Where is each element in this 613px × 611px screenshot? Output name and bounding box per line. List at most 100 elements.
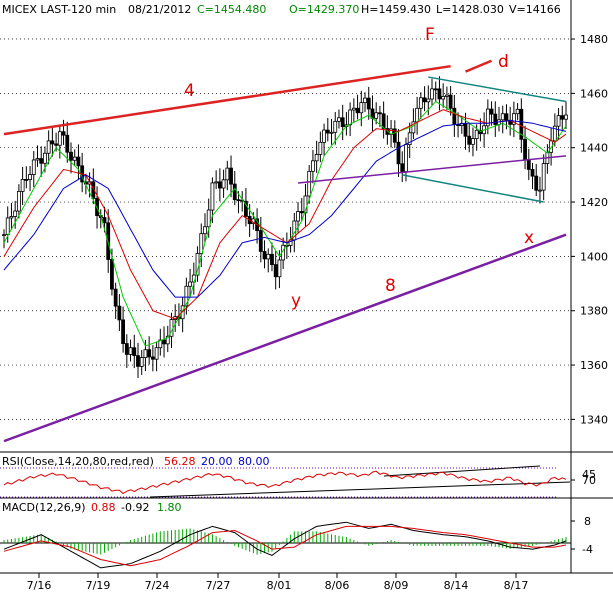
- x-tick-label: 8/06: [325, 579, 350, 592]
- x-tick-label: 7/19: [86, 579, 111, 592]
- price-bar: [206, 198, 211, 238]
- header-low: L=1428.030: [436, 3, 504, 16]
- price-bar: [337, 109, 341, 129]
- price-bar: [452, 94, 457, 137]
- price-bar: [61, 119, 66, 145]
- price-bar: [392, 120, 397, 148]
- price-bar: [467, 122, 472, 153]
- header-volume: V=14166: [509, 3, 561, 16]
- wave-x-label: x: [524, 228, 534, 248]
- price-bar: [351, 98, 356, 123]
- price-bar: [188, 268, 192, 298]
- price-bar: [91, 168, 96, 205]
- price-tick-label: 1360: [580, 359, 608, 372]
- price-bar: [500, 105, 505, 134]
- price-grid: [0, 38, 571, 420]
- price-bar: [117, 294, 122, 332]
- price-bar: [329, 118, 334, 145]
- macd-tick-8: 8: [584, 515, 591, 528]
- rsi-tick-70: 70: [582, 474, 596, 487]
- rsi-trend-upper: [383, 465, 541, 477]
- trendline-4-label: 4: [184, 81, 195, 101]
- price-bar: [314, 140, 319, 173]
- price-bar: [523, 125, 527, 170]
- price-bar: [244, 187, 248, 227]
- header-high: H=1459.430: [361, 3, 431, 16]
- price-bar: [497, 106, 501, 132]
- price-bar: [154, 341, 159, 372]
- x-tick-label: 8/14: [444, 579, 469, 592]
- price-bar: [478, 118, 483, 142]
- price-bar: [311, 149, 315, 184]
- price-bar: [564, 101, 568, 129]
- price-bar: [437, 76, 442, 111]
- price-bar: [229, 155, 233, 198]
- price-bar: [560, 105, 565, 130]
- price-bar: [445, 86, 449, 110]
- moving-average-blue: [3, 119, 567, 298]
- price-bar: [139, 349, 144, 375]
- price-bar: [355, 94, 360, 120]
- price-bar: [534, 163, 539, 197]
- price-bar: [303, 183, 308, 227]
- price-bar: [35, 145, 40, 167]
- rsi-tick-45: 45: [582, 468, 596, 481]
- price-bar: [366, 86, 371, 120]
- price-tick-label: 1340: [580, 413, 608, 426]
- macd-signal-value: -0.92: [121, 501, 149, 514]
- price-bar: [363, 92, 367, 113]
- price-bar: [489, 101, 494, 126]
- macd-tick-neg4: -4: [582, 543, 593, 556]
- price-tick-label: 1480: [580, 33, 608, 46]
- price-bar: [441, 83, 446, 108]
- price-bar: [16, 184, 21, 219]
- price-bar: [273, 251, 278, 290]
- trendline-red: [3, 64, 451, 136]
- price-bar: [20, 166, 25, 205]
- price-bar: [165, 325, 170, 353]
- moving-averages: [3, 100, 567, 347]
- price-bar: [162, 326, 166, 358]
- macd-signal-line: [3, 525, 567, 567]
- rsi-name: RSI(Close,14,20,80,red,red): [2, 455, 154, 468]
- price-bar: [378, 105, 382, 128]
- price-bar: [255, 208, 259, 244]
- price-bar: [217, 168, 222, 202]
- price-bar: [13, 200, 18, 229]
- price-y-axis: 1340 1360 1380 1400 1420 1440 1460 1480: [571, 33, 608, 426]
- price-bar: [39, 146, 44, 177]
- price-bar: [422, 86, 427, 112]
- macd-panel: MACD(12,26,9) 0.88 -0.92 1.80 8 -4: [2, 501, 593, 556]
- price-bar: [459, 116, 464, 134]
- price-bar: [344, 112, 349, 136]
- price-bar: [24, 166, 29, 189]
- x-tick-label: 7/24: [145, 579, 170, 592]
- price-bar: [158, 328, 163, 356]
- price-bar: [225, 160, 230, 191]
- price-bar: [511, 101, 516, 138]
- price-bar: [407, 122, 412, 158]
- price-bar: [236, 191, 241, 214]
- price-bar: [370, 95, 375, 132]
- trendlines: [3, 59, 567, 443]
- trendline-red: [465, 59, 493, 73]
- price-bar: [72, 149, 77, 166]
- macd-lines-group: [0, 521, 571, 569]
- price-bar: [381, 101, 386, 139]
- price-bar: [396, 129, 401, 177]
- price-bar: [28, 165, 32, 192]
- moving-average-red: [3, 109, 567, 320]
- wave-y-label: y: [291, 291, 301, 311]
- price-bar: [307, 165, 312, 204]
- rsi-lower: 20.00: [201, 455, 233, 468]
- wave-annotations: 4 8 F d x y: [184, 25, 534, 311]
- price-bar: [266, 248, 271, 273]
- price-bar: [526, 148, 531, 181]
- price-bar: [65, 121, 70, 163]
- price-bar: [348, 102, 353, 137]
- macd-hist-value: 1.80: [157, 501, 182, 514]
- price-bar: [333, 112, 338, 145]
- price-tick-label: 1420: [580, 196, 608, 209]
- price-bar: [340, 104, 345, 141]
